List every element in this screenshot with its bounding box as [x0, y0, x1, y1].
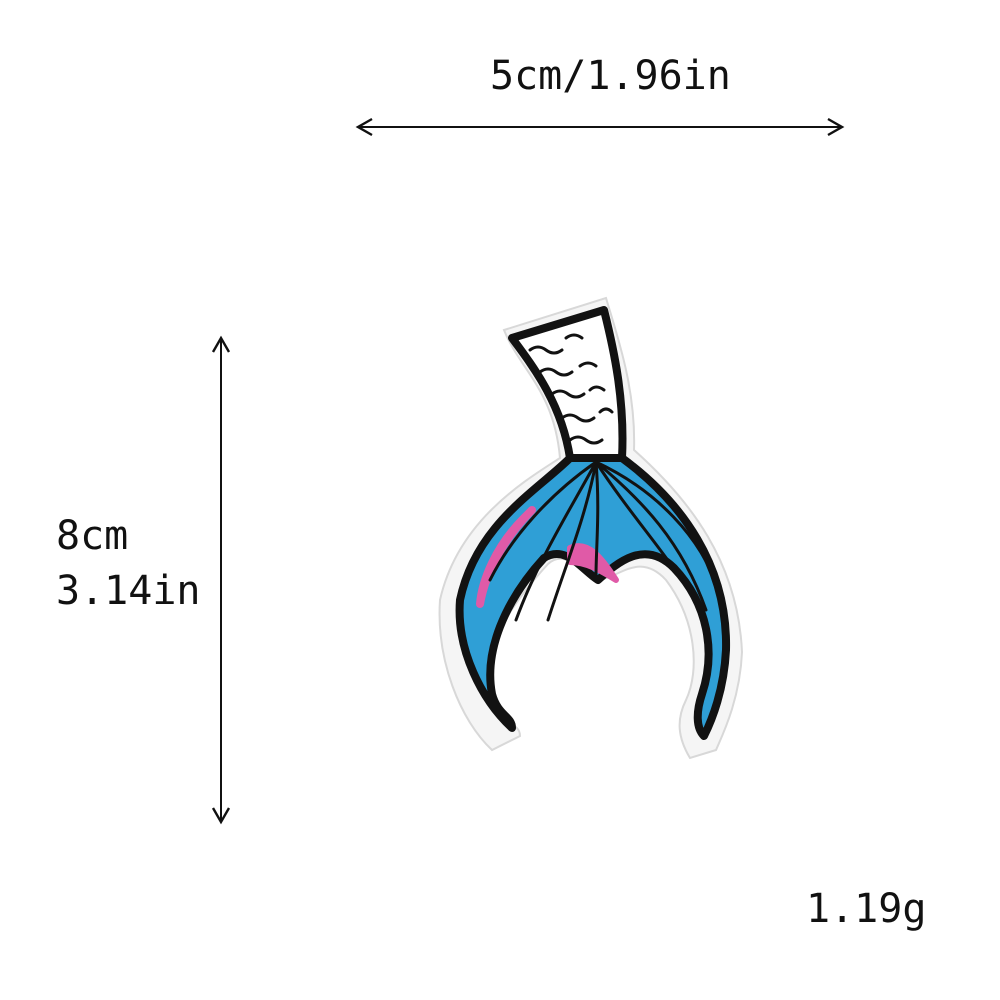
width-dimension-label: 5cm/1.96in [490, 56, 731, 96]
height-dimension-in-label: 3.14in [56, 571, 201, 611]
height-dimension-arrow [206, 330, 236, 830]
weight-label: 1.19g [806, 889, 926, 929]
mermaid-tail-patch-icon [420, 280, 770, 780]
width-dimension-arrow [350, 112, 850, 142]
height-dimension-cm-label: 8cm [56, 516, 128, 556]
